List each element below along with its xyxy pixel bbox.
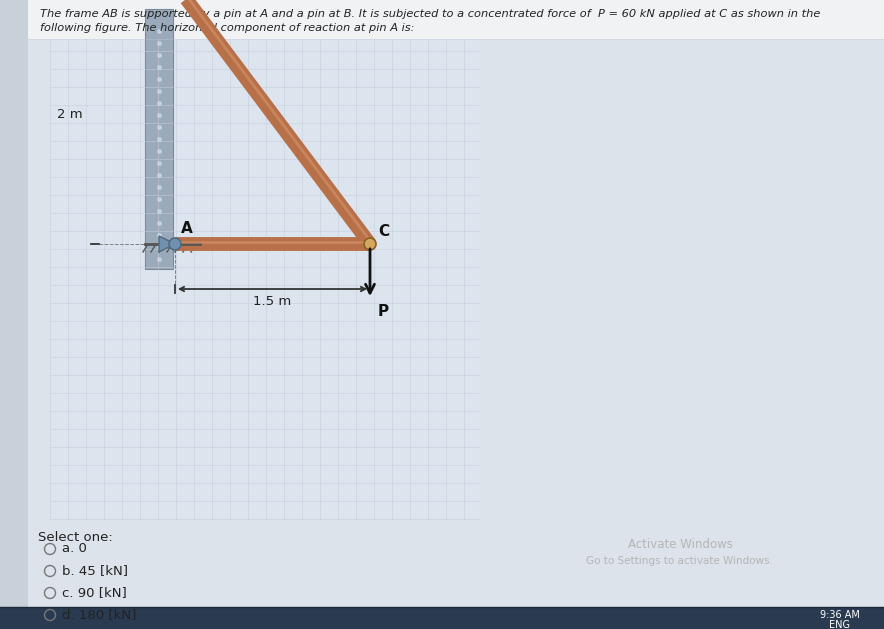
Text: 2 m: 2 m (57, 108, 83, 121)
Text: 1.5 m: 1.5 m (254, 295, 292, 308)
Text: A: A (181, 221, 193, 236)
Bar (0, 607, 884, 629)
Text: Go to Settings to activate Windows.: Go to Settings to activate Windows. (586, 556, 774, 566)
Text: C: C (378, 224, 389, 239)
Text: The frame AB is supported by a pin at A and a pin at B. It is subjected to a con: The frame AB is supported by a pin at A … (40, 9, 820, 19)
Text: following figure. The horizontal component of reaction at pin A is:: following figure. The horizontal compone… (40, 23, 415, 33)
Text: d. 180 [kN]: d. 180 [kN] (62, 608, 136, 621)
Text: P: P (378, 304, 389, 319)
Text: Activate Windows: Activate Windows (628, 538, 733, 550)
Text: ENG: ENG (829, 620, 850, 629)
Bar (145, 9, 173, 269)
Bar (50, 39, 480, 519)
Text: 9:36 AM: 9:36 AM (820, 610, 860, 620)
Text: Select one:: Select one: (38, 531, 113, 544)
Text: a. 0: a. 0 (62, 542, 87, 555)
Polygon shape (159, 236, 175, 252)
Text: b. 45 [kN]: b. 45 [kN] (62, 564, 128, 577)
Text: c. 90 [kN]: c. 90 [kN] (62, 586, 126, 599)
Bar (28, 0, 884, 39)
Bar (0, 0, 28, 629)
Circle shape (364, 238, 376, 250)
Circle shape (169, 238, 181, 250)
